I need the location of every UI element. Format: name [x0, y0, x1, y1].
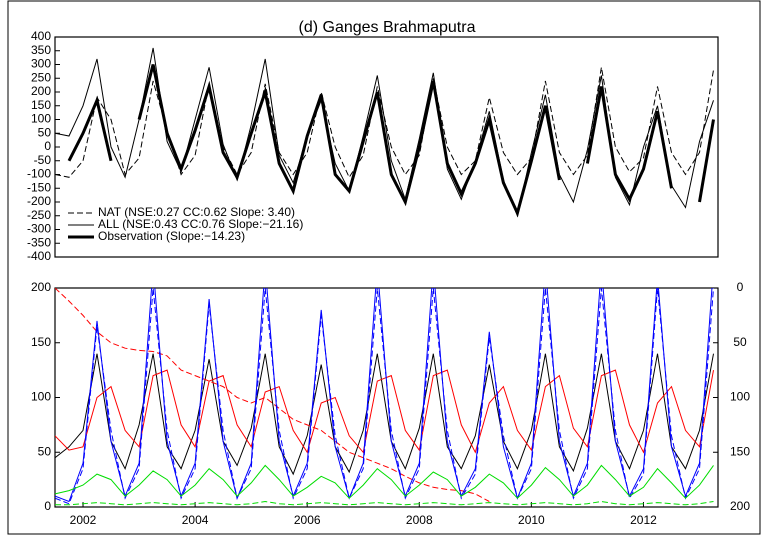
series-line: [67, 64, 715, 218]
y-tick-label: 300: [31, 57, 51, 71]
y-tick-label: 100: [31, 112, 51, 126]
series-line: [55, 288, 713, 503]
x-tick-label: 2006: [294, 513, 321, 527]
y-tick-label: 350: [31, 43, 51, 57]
y-tick-label: 200: [31, 280, 51, 294]
y-tick-label: 150: [31, 98, 51, 112]
chart-title: (d) Ganges Brahmaputra: [299, 19, 476, 36]
y-tick-label: 0: [44, 139, 51, 153]
y-tick-label: -300: [27, 222, 51, 236]
plot-frame: [54, 287, 719, 508]
x-tick-label: 2004: [182, 513, 209, 527]
series-line: [55, 288, 714, 505]
y-tick-label: -350: [27, 235, 51, 249]
series-line: [55, 464, 714, 499]
y-tick-label: -200: [27, 194, 51, 208]
y-tick-label: 250: [31, 70, 51, 84]
series-line: [55, 500, 714, 506]
y-tick-label: -100: [27, 167, 51, 181]
y-tick-label: -250: [27, 208, 51, 222]
x-tick-label: 2012: [630, 513, 657, 527]
legend-label: NAT (NSE:0.27 CC:0.62 Slope: 3.40): [98, 205, 295, 219]
outer-frame: [7, 0, 761, 535]
legend-label: Observation (Slope:−14.23): [98, 229, 245, 243]
y2-tick-label: 0: [737, 280, 744, 294]
series-line: [55, 353, 714, 476]
y2-tick-label: 200: [730, 499, 750, 513]
y2-tick-label: 50: [733, 335, 747, 349]
y-tick-label: 50: [38, 125, 52, 139]
y-tick-label: 200: [31, 84, 51, 98]
y2-tick-label: 100: [730, 390, 750, 404]
x-tick-label: 2008: [406, 513, 433, 527]
y-tick-label: -400: [27, 249, 51, 263]
y-tick-label: 400: [31, 29, 51, 43]
y-tick-label: -150: [27, 180, 51, 194]
series-line: [55, 288, 490, 502]
x-tick-label: 2002: [70, 513, 97, 527]
y-tick-label: -50: [34, 153, 52, 167]
y2-tick-label: 150: [730, 444, 750, 458]
series-line: [55, 369, 714, 454]
y-tick-label: 50: [38, 444, 52, 458]
x-tick-label: 2010: [518, 513, 545, 527]
y-tick-label: 150: [31, 335, 51, 349]
legend-label: ALL (NSE:0.43 CC:0.76 Slope:−21.16): [98, 217, 303, 231]
y-tick-label: 100: [31, 390, 51, 404]
y-tick-label: 0: [44, 499, 51, 513]
